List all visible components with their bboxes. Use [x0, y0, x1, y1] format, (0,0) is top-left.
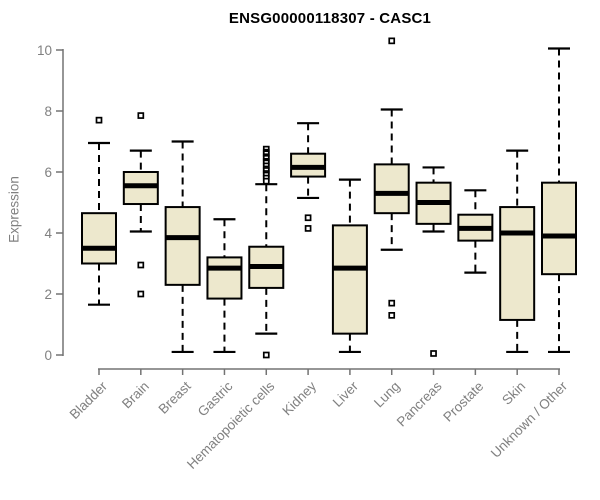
box-hematopoietic-cells	[248, 145, 285, 359]
x-tick-label-breast: Breast	[156, 378, 194, 416]
box-skin	[499, 149, 536, 354]
outlier-point	[95, 116, 103, 124]
box-lung	[373, 37, 410, 319]
box-pancreas	[415, 166, 452, 357]
iqr-box	[81, 212, 117, 265]
iqr-box	[541, 181, 577, 276]
x-tick-label-brain: Brain	[119, 379, 152, 412]
box-brain	[122, 112, 159, 298]
iqr-box	[373, 163, 410, 215]
iqr-box	[499, 206, 536, 321]
iqr-box	[164, 206, 201, 286]
x-tick-label-liver: Liver	[330, 378, 362, 410]
box-kidney	[290, 122, 327, 232]
box-breast	[164, 140, 201, 354]
y-tick-label-0: 0	[44, 348, 52, 363]
outlier-point	[137, 261, 145, 269]
x-tick-label-unknown-other: Unknown / Other	[488, 378, 571, 461]
outlier-point	[304, 214, 312, 222]
y-tick-label-2: 2	[44, 287, 52, 302]
box-liver	[331, 178, 368, 354]
box-gastric	[206, 218, 243, 354]
y-tick-label-8: 8	[44, 104, 52, 119]
y-tick-label-6: 6	[44, 165, 52, 180]
y-tick-label-4: 4	[44, 226, 52, 241]
x-tick-label-prostate: Prostate	[440, 379, 486, 425]
x-tick-label-skin: Skin	[499, 379, 528, 408]
x-tick-label-bladder: Bladder	[67, 378, 111, 422]
iqr-box	[206, 256, 243, 300]
outlier-point	[137, 112, 145, 119]
box-unknown-other	[541, 47, 577, 354]
outlier-point	[304, 225, 312, 232]
outlier-point	[262, 351, 270, 359]
y-axis: 0 2 4 6 8 10	[37, 43, 64, 363]
x-tick-label-lung: Lung	[371, 379, 403, 411]
box-bladder	[81, 116, 117, 306]
outlier-point	[262, 177, 270, 185]
outlier-point	[388, 37, 396, 45]
outlier-point	[388, 312, 396, 319]
x-tick-label-gastric: Gastric	[195, 378, 236, 419]
x-tick-label-pancreas: Pancreas	[394, 378, 445, 429]
outlier-point	[388, 299, 396, 307]
outlier-point	[430, 350, 437, 357]
box-prostate	[457, 189, 494, 274]
y-axis-label: Expression	[6, 176, 22, 243]
y-tick-label-10: 10	[37, 43, 52, 58]
chart-title: ENSG00000118307 - CASC1	[228, 10, 432, 27]
x-tick-label-kidney: Kidney	[279, 378, 319, 418]
iqr-box	[331, 224, 368, 335]
outlier-point	[137, 290, 145, 298]
